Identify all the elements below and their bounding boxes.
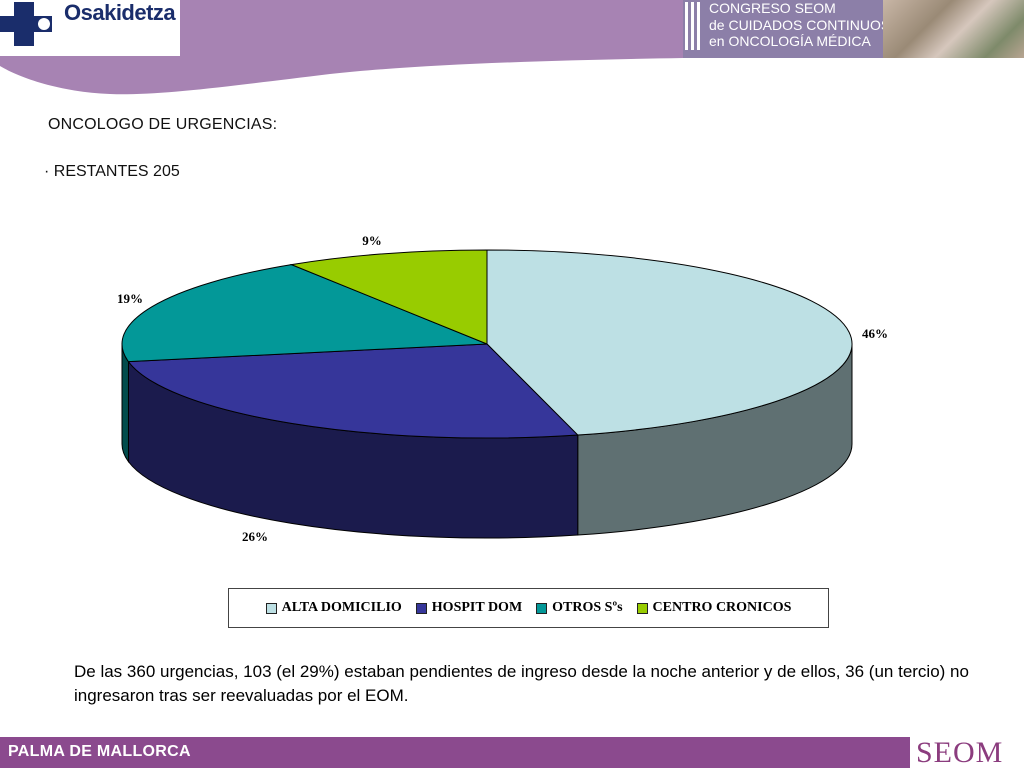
- pie-slice-3: [289, 249, 488, 345]
- legend-item-otros: OTROS Sºs: [536, 600, 623, 616]
- legend-label: ALTA DOMICILIO: [281, 600, 402, 615]
- congress-line-3: en ONCOLOGÍA MÉDICA: [709, 33, 871, 49]
- slide-title: ONCOLOGO DE URGENCIAS:: [48, 116, 278, 133]
- congress-banner: CONGRESO SEOM de CUIDADOS CONTINUOS en O…: [683, 0, 890, 58]
- congress-title: CONGRESO SEOM de CUIDADOS CONTINUOS en O…: [709, 0, 890, 50]
- osakidetza-logo-text: Osakidetza: [64, 0, 176, 25]
- data-label-2: 19%: [117, 291, 143, 306]
- legend-label: HOSPIT DOM: [431, 600, 523, 615]
- data-label-0: 46%: [862, 326, 888, 341]
- chart-legend: ALTA DOMICILIO HOSPIT DOM OTROS Sºs CENT…: [228, 588, 829, 628]
- header-photo: [883, 0, 1024, 58]
- congress-line-2: de CUIDADOS CONTINUOS: [709, 16, 891, 33]
- legend-swatch: [536, 602, 548, 614]
- legend-item-centro-cronicos: CENTRO CRONICOS: [636, 600, 792, 616]
- osakidetza-emblem-icon: [0, 2, 52, 46]
- data-label-3: 9%: [362, 233, 382, 248]
- slide-subtitle: · RESTANTES 205: [44, 163, 180, 180]
- congress-bars-icon: [685, 2, 705, 50]
- pie-side-2: [121, 343, 129, 464]
- legend-swatch: [265, 602, 277, 614]
- footer-location: PALMA DE MALLORCA: [8, 743, 191, 760]
- pie-slice-2: [121, 264, 488, 363]
- legend-label: OTROS Sºs: [552, 600, 623, 615]
- osakidetza-logo: Osakidetza: [0, 0, 180, 56]
- footer-bar: PALMA DE MALLORCA SEOM: [0, 737, 1024, 768]
- seom-logo: SEOM: [910, 737, 1024, 768]
- data-label-1: 26%: [242, 529, 268, 544]
- legend-swatch: [636, 602, 648, 614]
- congress-line-1: CONGRESO SEOM: [709, 0, 836, 16]
- legend-item-alta-domicilio: ALTA DOMICILIO: [265, 600, 402, 616]
- legend-swatch: [415, 602, 427, 614]
- seom-logo-text: SEOM: [916, 736, 1004, 769]
- legend-label: CENTRO CRONICOS: [652, 600, 792, 615]
- summary-paragraph: De las 360 urgencias, 103 (el 29%) estab…: [74, 662, 969, 705]
- legend-item-hospit-dom: HOSPIT DOM: [415, 600, 523, 616]
- pie-top: [121, 249, 853, 439]
- header-banner: Osakidetza CONGRESO SEOM de CUIDADOS CON…: [0, 0, 1024, 100]
- pie-slice-0: [486, 249, 853, 436]
- pie-slice-1: [127, 343, 579, 439]
- pie-chart: 46% 26% 19% 9%: [117, 233, 888, 544]
